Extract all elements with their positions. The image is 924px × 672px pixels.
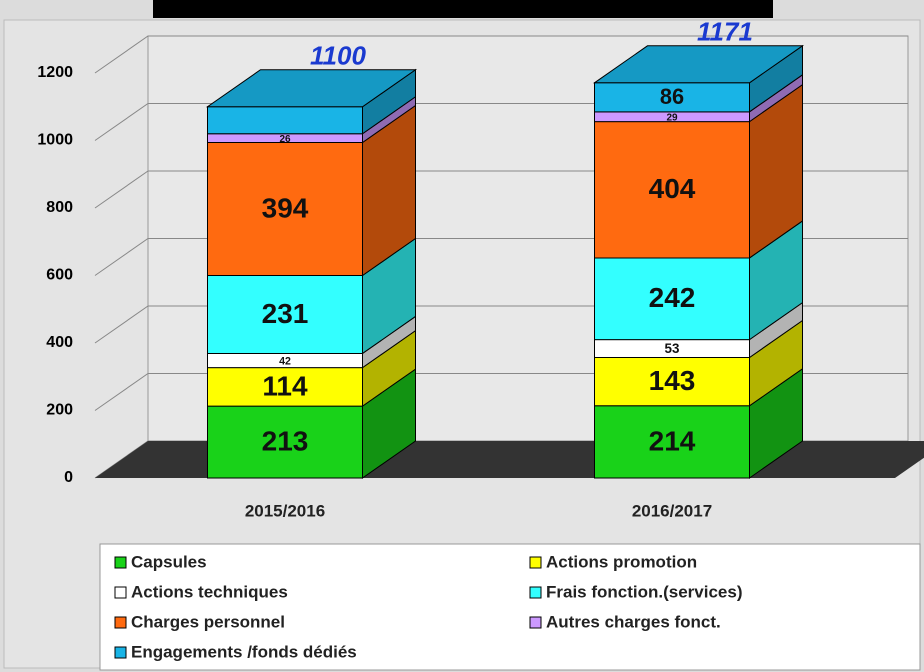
title-bar [153,0,773,18]
bar-top [205,69,418,108]
y-tick-label: 1200 [37,64,73,81]
bar-top [592,45,805,84]
y-tick-label: 1000 [37,132,73,149]
y-tick-label: 200 [46,402,73,419]
value-label: 53 [665,341,680,356]
bar-segment [592,44,805,113]
legend-label: Capsules [131,552,207,571]
value-label: 394 [262,192,309,223]
legend-swatch [529,586,542,599]
bar-segment [594,319,803,407]
value-label: 29 [666,112,678,123]
y-tick-label: 600 [46,267,73,284]
legend-label: Frais fonction.(services) [546,582,743,601]
legend-swatch [529,556,542,569]
legend-label: Actions techniques [131,582,288,601]
y-tick-label: 400 [46,334,73,351]
legend-label: Autres charges fonct. [546,612,721,631]
legend-swatch [114,586,127,599]
value-label: 114 [262,370,308,401]
value-label: 213 [262,425,309,456]
y-tick-label: 800 [46,199,73,216]
bar-front [207,106,363,135]
value-label: 242 [649,282,696,313]
y-tick-label: 0 [64,469,73,486]
x-tick-label: 2016/2017 [632,501,712,520]
value-label: 404 [649,173,696,204]
x-tick-label: 2015/2016 [245,501,325,520]
bar-segment [594,219,803,341]
legend-swatch [529,616,542,629]
legend [99,543,921,671]
bar-segment [594,367,803,479]
value-label: 214 [649,425,696,456]
total-label: 1100 [310,41,366,71]
value-label: 231 [262,298,309,329]
legend-swatch [114,646,127,659]
bar-segment [205,68,418,135]
total-label: 1171 [697,17,753,47]
legend-label: Charges personnel [131,612,285,631]
bar-segment [594,83,803,259]
bar-segment [207,104,416,277]
bar-segment [207,368,416,479]
legend-label: Actions promotion [546,552,697,571]
legend-swatch [114,556,127,569]
value-label: 86 [660,84,684,109]
legend-swatch [114,616,127,629]
grid-line [94,35,908,74]
value-label: 143 [649,365,696,396]
value-label: 42 [279,355,291,367]
legend-label: Engagements /fonds dédiés [131,642,357,661]
value-label: 26 [279,134,291,145]
